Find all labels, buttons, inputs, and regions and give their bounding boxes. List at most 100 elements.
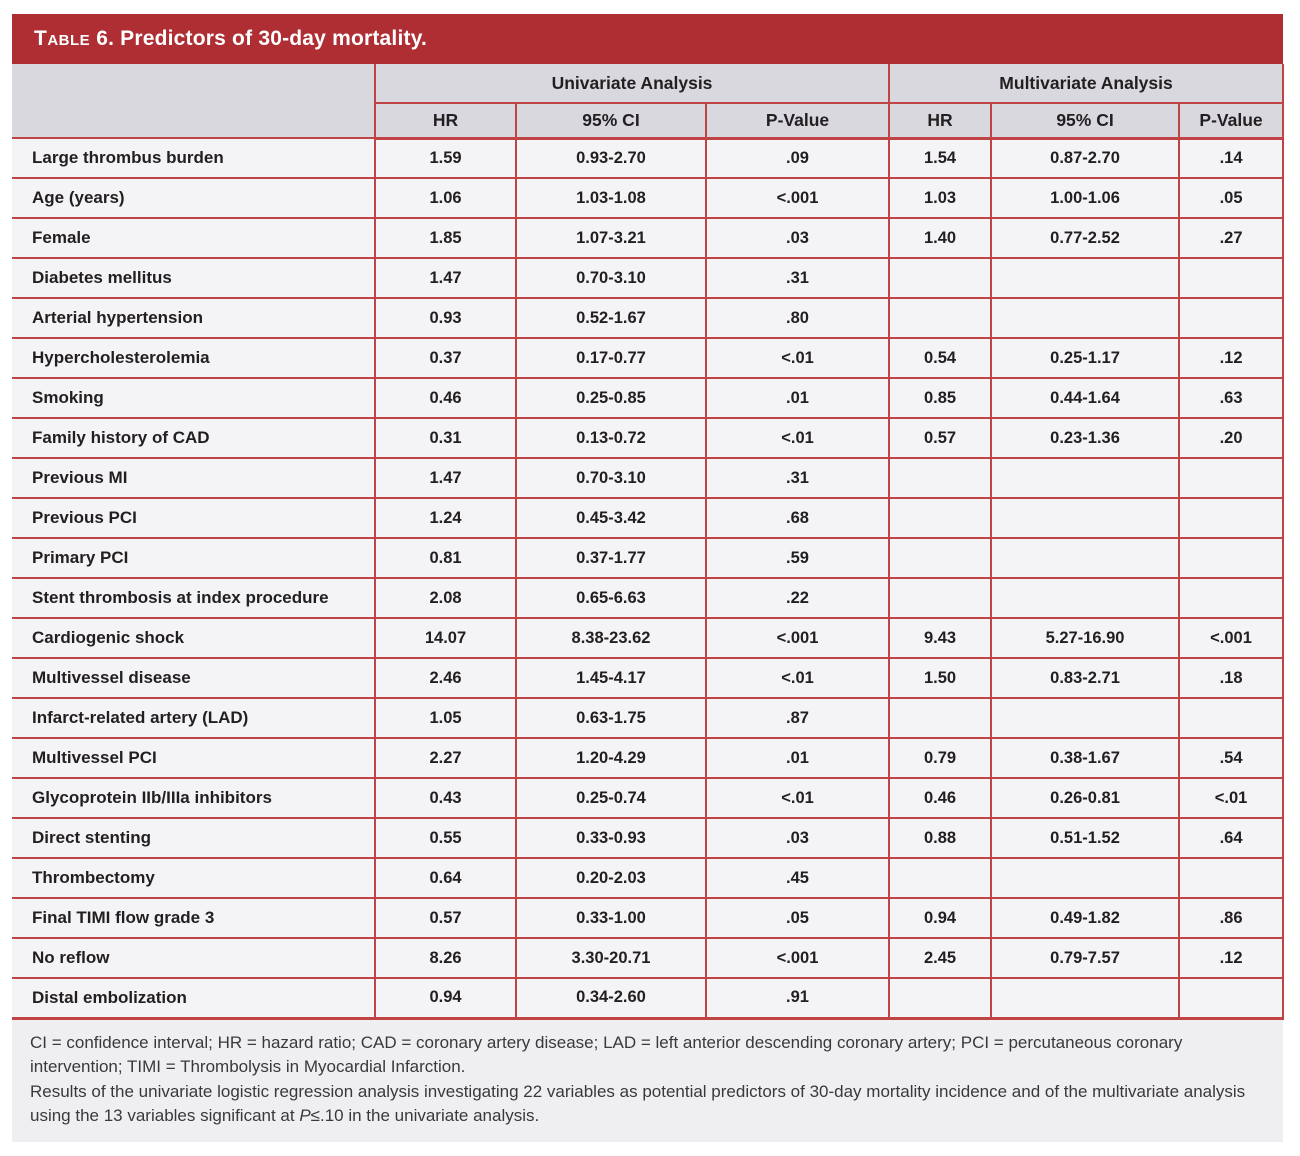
multi-ci-cell <box>990 257 1181 299</box>
uni-hr-cell: 1.47 <box>374 457 517 499</box>
multi-hr-cell <box>888 537 993 579</box>
multi-hr-cell: 1.54 <box>888 137 993 179</box>
uni-pvalue-cell: .31 <box>704 257 891 299</box>
multi-hr-cell: 0.79 <box>888 737 993 779</box>
p-symbol: P <box>299 1106 311 1126</box>
table-row: Final TIMI flow grade 3 0.57 0.33-1.00.05 0… <box>12 897 1285 939</box>
predictor-label: Large thrombus burden <box>12 137 376 179</box>
multi-pvalue-cell: .05 <box>1178 177 1285 219</box>
predictor-label: Distal embolization <box>12 977 376 1020</box>
multi-ci-cell: 0.51-1.52 <box>990 817 1181 859</box>
table-row: Stent thrombosis at index procedure 2.08 0… <box>12 577 1285 619</box>
uni-ci-cell: 0.20-2.03 <box>515 857 707 899</box>
results-footnote-text: Results of the univariate logistic regre… <box>30 1081 1246 1126</box>
uni-hr-cell: 0.37 <box>374 337 517 379</box>
table-row: Large thrombus burden 1.59 0.93-2.70.09 1.5… <box>12 137 1285 179</box>
uni-pvalue-cell: <.001 <box>704 937 891 979</box>
table-row: Distal embolization 0.94 0.34-2.60.91 <box>12 977 1285 1020</box>
uni-pvalue-cell: .68 <box>704 497 891 539</box>
uni-ci-cell: 1.07-3.21 <box>515 217 707 259</box>
multi-hr-cell <box>888 857 993 899</box>
footnotes: CI = confidence interval; HR = hazard ra… <box>12 1019 1283 1143</box>
table-row: Thrombectomy 0.64 0.20-2.03.45 <box>12 857 1285 899</box>
predictor-label: Previous PCI <box>12 497 376 539</box>
uni-ci-cell: 0.34-2.60 <box>515 977 707 1020</box>
multi-ci-cell: 0.79-7.57 <box>990 937 1181 979</box>
multi-hr-cell <box>888 297 993 339</box>
corner-cell <box>12 64 376 139</box>
uni-ci-cell: 0.65-6.63 <box>515 577 707 619</box>
results-footnote-tail: ≤.10 in the univariate analysis. <box>310 1106 540 1126</box>
multi-pvalue-cell <box>1178 697 1285 739</box>
predictor-label: Primary PCI <box>12 537 376 579</box>
multi-ci-cell: 0.26-0.81 <box>990 777 1181 819</box>
multi-pvalue-cell <box>1178 857 1285 899</box>
table-row: Female 1.85 1.07-3.21.03 1.40 0.77-2.52.27 <box>12 217 1285 259</box>
table-row: Diabetes mellitus 1.47 0.70-3.10.31 <box>12 257 1285 299</box>
multi-ci-cell: 5.27-16.90 <box>990 617 1181 659</box>
uni-ci-cell: 0.25-0.85 <box>515 377 707 419</box>
multi-hr-cell <box>888 577 993 619</box>
predictor-label: Glycoprotein IIb/IIIa inhibitors <box>12 777 376 819</box>
uni-ci-cell: 0.33-0.93 <box>515 817 707 859</box>
multi-ci-cell: 0.44-1.64 <box>990 377 1181 419</box>
table-title: Table 6. Predictors of 30-day mortality. <box>34 27 427 51</box>
table-row: Previous PCI 1.24 0.45-3.42.68 <box>12 497 1285 539</box>
predictor-label: Thrombectomy <box>12 857 376 899</box>
multi-hr-cell: 0.88 <box>888 817 993 859</box>
multi-hr-cell <box>888 257 993 299</box>
uni-ci-cell: 1.45-4.17 <box>515 657 707 699</box>
uni-pvalue-cell: .59 <box>704 537 891 579</box>
uni-hr-cell: 0.55 <box>374 817 517 859</box>
multi-hr-cell <box>888 457 993 499</box>
multi-pvalue-cell <box>1178 577 1285 619</box>
multi-pvalue-cell <box>1178 457 1285 499</box>
multi-hr-cell: 0.54 <box>888 337 993 379</box>
predictors-table: Univariate Analysis Multivariate Analysi… <box>12 64 1285 1020</box>
table-row: Smoking 0.46 0.25-0.85.01 0.85 0.44-1.64.63 <box>12 377 1285 419</box>
uni-pvalue-cell: .31 <box>704 457 891 499</box>
multi-ci-cell: 0.23-1.36 <box>990 417 1181 459</box>
multi-hr-cell: 1.03 <box>888 177 993 219</box>
predictor-label: No reflow <box>12 937 376 979</box>
multi-hr-cell: 2.45 <box>888 937 993 979</box>
multi-hr-cell <box>888 977 993 1020</box>
predictor-label: Infarct-related artery (LAD) <box>12 697 376 739</box>
uni-hr-cell: 2.46 <box>374 657 517 699</box>
multi-ci-cell <box>990 457 1181 499</box>
uni-hr-cell: 1.24 <box>374 497 517 539</box>
uni-pvalue-cell: <.01 <box>704 657 891 699</box>
uni-hr-cell: 0.57 <box>374 897 517 939</box>
table-row: Direct stenting 0.55 0.33-0.93.03 0.88 0.51-… <box>12 817 1285 859</box>
table-6-container: Table 6. Predictors of 30-day mortality.… <box>12 14 1285 1143</box>
multi-pvalue-cell: .54 <box>1178 737 1285 779</box>
uni-pvalue-cell: .45 <box>704 857 891 899</box>
predictor-label: Multivessel disease <box>12 657 376 699</box>
uni-pvalue-cell: .01 <box>704 737 891 779</box>
table-title-rest: 6. Predictors of 30-day mortality. <box>90 27 428 50</box>
multi-hr-cell: 0.85 <box>888 377 993 419</box>
results-footnote: Results of the univariate logistic regre… <box>30 1080 1257 1129</box>
table-row: Cardiogenic shock 14.07 8.38-23.62 <.001 9.4… <box>12 617 1285 659</box>
predictor-label: Family history of CAD <box>12 417 376 459</box>
multi-ci-cell <box>990 577 1181 619</box>
uni-hr-cell: 1.85 <box>374 217 517 259</box>
uni-hr-cell: 0.43 <box>374 777 517 819</box>
multi-pvalue-cell: .27 <box>1178 217 1285 259</box>
table-row: Arterial hypertension 0.93 0.52-1.67.80 <box>12 297 1285 339</box>
multivariate-group-header: Multivariate Analysis <box>888 64 1285 104</box>
uni-ci-cell: 0.93-2.70 <box>515 137 707 179</box>
uni-ci-cell: 3.30-20.71 <box>515 937 707 979</box>
multi-ci-header: 95% CI <box>990 103 1181 140</box>
multi-ci-cell <box>990 697 1181 739</box>
table-row: Family history of CAD 0.31 0.13-0.72 <.01 0.… <box>12 417 1285 459</box>
predictor-label: Hypercholesterolemia <box>12 337 376 379</box>
uni-pvalue-cell: .22 <box>704 577 891 619</box>
uni-ci-header: 95% CI <box>515 103 707 140</box>
predictor-label: Arterial hypertension <box>12 297 376 339</box>
multi-ci-cell <box>990 857 1181 899</box>
uni-pvalue-cell: <.001 <box>704 617 891 659</box>
multi-pvalue-cell: .14 <box>1178 137 1285 179</box>
uni-pvalue-cell: .03 <box>704 217 891 259</box>
